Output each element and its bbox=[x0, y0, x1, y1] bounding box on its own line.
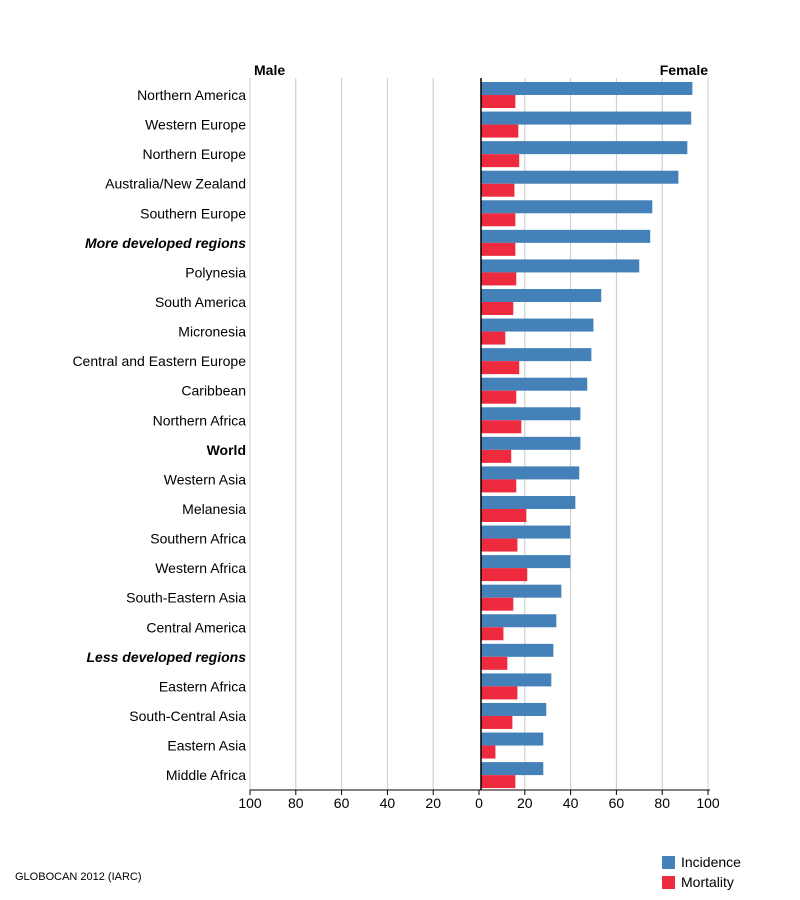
category-label: Western Asia bbox=[164, 471, 246, 487]
bar-mortality bbox=[481, 538, 518, 552]
x-tick-label: 40 bbox=[563, 795, 579, 811]
bar-incidence bbox=[481, 82, 693, 95]
legend-swatch-mortality bbox=[662, 875, 675, 889]
category-label: Middle Africa bbox=[166, 767, 246, 783]
bar-incidence bbox=[481, 702, 547, 716]
bar-mortality bbox=[481, 154, 520, 168]
bar-mortality bbox=[481, 272, 517, 286]
category-label: Less developed regions bbox=[87, 649, 247, 665]
bar-mortality bbox=[481, 390, 517, 404]
bar-incidence bbox=[481, 555, 571, 569]
bar-incidence bbox=[481, 200, 653, 214]
category-label: Northern Africa bbox=[153, 412, 247, 428]
category-label: Central and Eastern Europe bbox=[72, 353, 246, 369]
bar-mortality bbox=[481, 420, 522, 434]
bar-incidence bbox=[481, 318, 594, 332]
x-tick-label: 80 bbox=[654, 795, 670, 811]
x-tick-label: 20 bbox=[517, 795, 533, 811]
x-tick-label: 0 bbox=[475, 795, 483, 811]
bar-incidence bbox=[481, 525, 571, 539]
category-label: Northern America bbox=[137, 87, 246, 103]
bar-incidence bbox=[481, 495, 576, 509]
bar-incidence bbox=[481, 762, 544, 776]
bar-incidence bbox=[481, 643, 554, 657]
bar-mortality bbox=[481, 479, 517, 493]
category-label: World bbox=[207, 442, 246, 458]
x-tick-label: 80 bbox=[288, 795, 304, 811]
legend: Incidence Mortality bbox=[662, 852, 741, 892]
bar-incidence bbox=[481, 466, 580, 480]
bar-mortality bbox=[481, 775, 516, 789]
legend-label-incidence: Incidence bbox=[681, 854, 741, 870]
bar-incidence bbox=[481, 377, 588, 391]
legend-swatch-incidence bbox=[662, 855, 675, 869]
legend-label-mortality: Mortality bbox=[681, 874, 734, 890]
bar-incidence bbox=[481, 348, 592, 362]
bar-mortality bbox=[481, 331, 506, 345]
category-label: Caribbean bbox=[181, 383, 246, 399]
legend-item-mortality[interactable]: Mortality bbox=[662, 872, 741, 892]
x-tick-label: 100 bbox=[238, 795, 262, 811]
bar-incidence bbox=[481, 229, 651, 243]
x-tick-label: 60 bbox=[609, 795, 625, 811]
bar-mortality bbox=[481, 656, 508, 670]
bar-incidence bbox=[481, 170, 679, 184]
category-label: Eastern Asia bbox=[167, 738, 246, 754]
bar-mortality bbox=[481, 715, 513, 729]
x-tick-label: 60 bbox=[334, 795, 350, 811]
bar-mortality bbox=[481, 508, 527, 522]
bar-mortality bbox=[481, 124, 519, 138]
female-header: Female bbox=[660, 62, 708, 78]
category-label: Southern Europe bbox=[140, 205, 246, 221]
bar-incidence bbox=[481, 288, 602, 302]
bar-incidence bbox=[481, 436, 581, 450]
bar-mortality bbox=[481, 242, 516, 256]
bar-incidence bbox=[481, 673, 552, 687]
bar-incidence bbox=[481, 407, 581, 421]
bar-mortality bbox=[481, 627, 504, 641]
category-label: Micronesia bbox=[178, 324, 246, 340]
bar-incidence bbox=[481, 614, 557, 628]
category-label: Australia/New Zealand bbox=[105, 176, 246, 192]
category-label: Polynesia bbox=[185, 264, 246, 280]
bar-incidence bbox=[481, 732, 544, 746]
x-tick-label: 100 bbox=[696, 795, 720, 811]
bar-incidence bbox=[481, 111, 692, 125]
bar-mortality bbox=[481, 213, 516, 227]
x-tick-label: 20 bbox=[425, 795, 441, 811]
category-label: Western Europe bbox=[145, 117, 246, 133]
bar-incidence bbox=[481, 141, 688, 155]
category-label: More developed regions bbox=[85, 235, 246, 251]
category-label: Central America bbox=[146, 619, 246, 635]
x-tick-label: 40 bbox=[380, 795, 396, 811]
bar-mortality bbox=[481, 183, 515, 197]
category-label: Melanesia bbox=[182, 501, 246, 517]
bar-mortality bbox=[481, 568, 528, 582]
bar-mortality bbox=[481, 686, 518, 700]
source-footer: GLOBOCAN 2012 (IARC) bbox=[15, 871, 142, 883]
category-label: South-Eastern Asia bbox=[126, 590, 246, 606]
category-label: South America bbox=[155, 294, 246, 310]
legend-item-incidence[interactable]: Incidence bbox=[662, 852, 741, 872]
bar-mortality bbox=[481, 95, 516, 108]
category-label: Eastern Africa bbox=[159, 678, 246, 694]
bar-incidence bbox=[481, 259, 640, 273]
male-header: Male bbox=[254, 62, 285, 78]
category-label: South-Central Asia bbox=[129, 708, 246, 724]
bar-mortality bbox=[481, 449, 512, 463]
bar-mortality bbox=[481, 361, 520, 375]
bar-mortality bbox=[481, 301, 514, 315]
bar-incidence bbox=[481, 584, 562, 598]
category-label: Northern Europe bbox=[142, 146, 246, 162]
category-label: Southern Africa bbox=[150, 531, 246, 547]
bar-mortality bbox=[481, 745, 496, 759]
bar-mortality bbox=[481, 597, 514, 611]
category-label: Western Africa bbox=[155, 560, 246, 576]
